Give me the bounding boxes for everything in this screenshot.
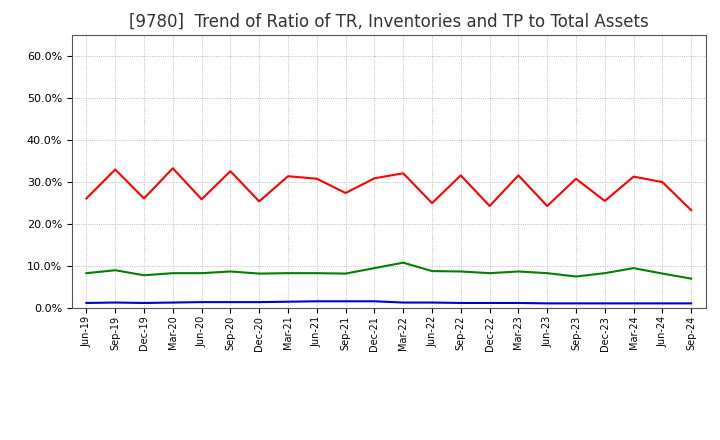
Inventories	[658, 301, 667, 306]
Trade Receivables	[485, 203, 494, 209]
Trade Receivables	[168, 165, 177, 171]
Trade Receivables	[456, 173, 465, 178]
Trade Payables	[399, 260, 408, 265]
Trade Payables	[600, 271, 609, 276]
Trade Payables	[341, 271, 350, 276]
Inventories	[140, 301, 148, 306]
Trade Receivables	[284, 173, 292, 179]
Inventories	[485, 301, 494, 306]
Trade Payables	[168, 271, 177, 276]
Inventories	[255, 300, 264, 305]
Trade Payables	[82, 271, 91, 276]
Trade Payables	[312, 271, 321, 276]
Title: [9780]  Trend of Ratio of TR, Inventories and TP to Total Assets: [9780] Trend of Ratio of TR, Inventories…	[129, 13, 649, 31]
Inventories	[226, 300, 235, 305]
Inventories	[341, 299, 350, 304]
Trade Payables	[572, 274, 580, 279]
Trade Receivables	[399, 171, 408, 176]
Trade Receivables	[629, 174, 638, 179]
Trade Receivables	[600, 198, 609, 204]
Inventories	[399, 300, 408, 305]
Trade Payables	[485, 271, 494, 276]
Inventories	[284, 299, 292, 304]
Trade Payables	[629, 265, 638, 271]
Trade Payables	[140, 273, 148, 278]
Trade Receivables	[197, 197, 206, 202]
Trade Payables	[197, 271, 206, 276]
Trade Payables	[514, 269, 523, 274]
Inventories	[168, 300, 177, 305]
Inventories	[543, 301, 552, 306]
Trade Payables	[111, 268, 120, 273]
Inventories	[629, 301, 638, 306]
Trade Receivables	[255, 199, 264, 204]
Trade Payables	[658, 271, 667, 276]
Line: Trade Receivables: Trade Receivables	[86, 168, 691, 210]
Trade Receivables	[687, 208, 696, 213]
Trade Payables	[284, 271, 292, 276]
Inventories	[456, 301, 465, 306]
Trade Payables	[456, 269, 465, 274]
Trade Receivables	[140, 196, 148, 201]
Inventories	[428, 300, 436, 305]
Trade Receivables	[111, 167, 120, 172]
Trade Payables	[428, 268, 436, 274]
Trade Payables	[687, 276, 696, 281]
Inventories	[111, 300, 120, 305]
Trade Payables	[370, 265, 379, 271]
Trade Receivables	[82, 196, 91, 201]
Trade Receivables	[312, 176, 321, 181]
Trade Receivables	[370, 176, 379, 181]
Line: Inventories: Inventories	[86, 301, 691, 304]
Line: Trade Payables: Trade Payables	[86, 263, 691, 279]
Inventories	[514, 301, 523, 306]
Inventories	[370, 299, 379, 304]
Trade Receivables	[428, 201, 436, 206]
Trade Payables	[255, 271, 264, 276]
Inventories	[312, 299, 321, 304]
Inventories	[572, 301, 580, 306]
Inventories	[197, 300, 206, 305]
Inventories	[687, 301, 696, 306]
Trade Receivables	[572, 176, 580, 181]
Trade Receivables	[658, 180, 667, 185]
Inventories	[600, 301, 609, 306]
Trade Receivables	[226, 169, 235, 174]
Inventories	[82, 301, 91, 306]
Trade Payables	[226, 269, 235, 274]
Trade Receivables	[543, 203, 552, 209]
Trade Receivables	[341, 191, 350, 196]
Trade Payables	[543, 271, 552, 276]
Trade Receivables	[514, 173, 523, 178]
